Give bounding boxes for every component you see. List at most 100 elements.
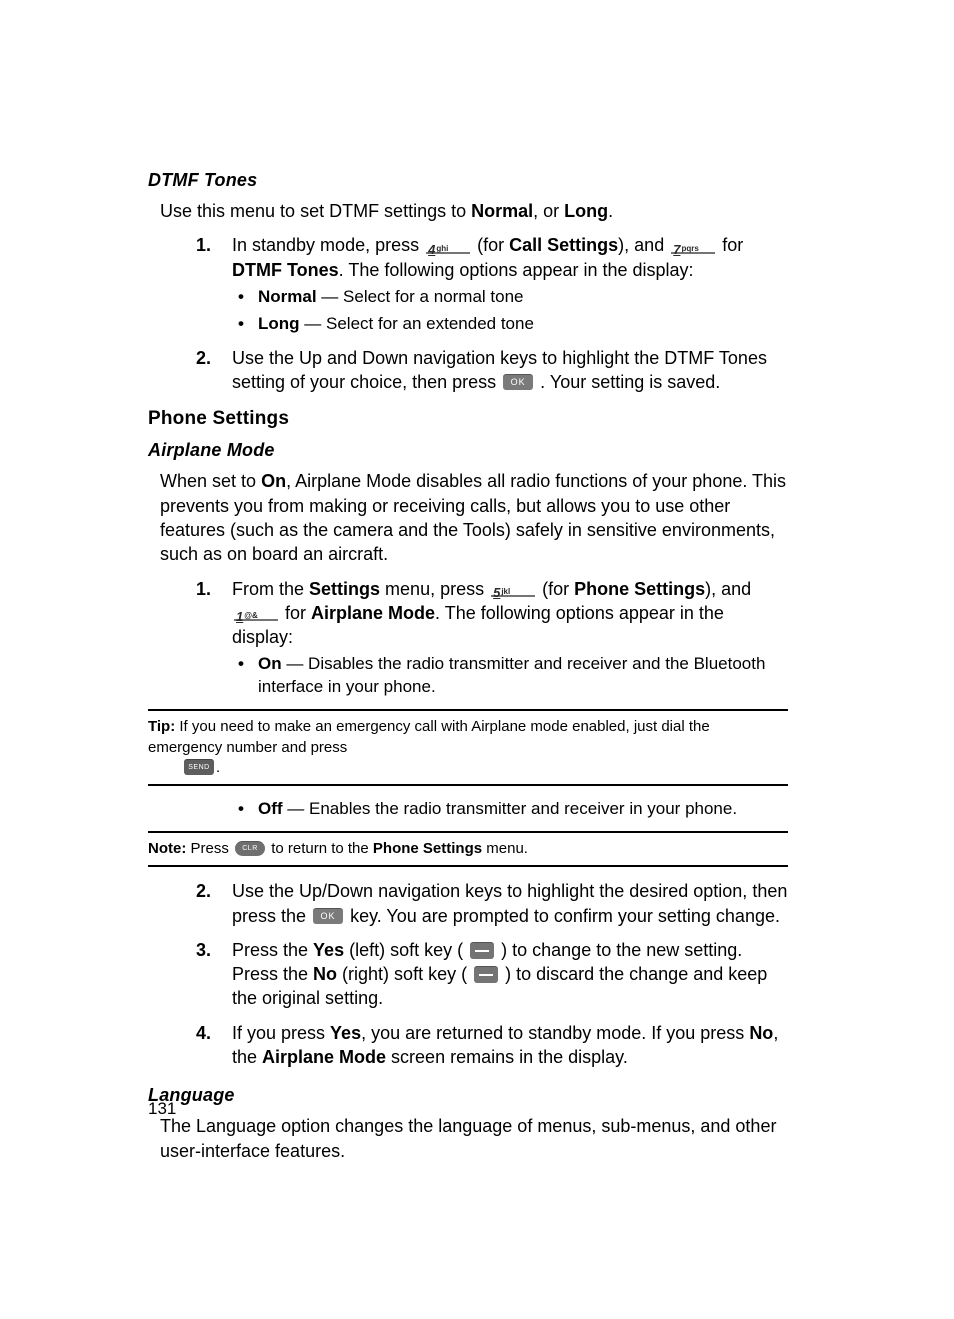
text: Press [191,840,234,857]
heading-phone-settings: Phone Settings [148,408,788,430]
text: — Disables the radio transmitter and rec… [258,654,765,696]
step-1: 1. In standby mode, press 4ghi (for Call… [148,233,788,335]
ok-key-icon: OK [503,374,533,390]
step-4: 4. If you press Yes, you are returned to… [148,1021,788,1070]
airplane-steps-1: 1. From the Settings menu, press 5jkl (f… [148,577,788,700]
note-callout: Note: Press CLR to return to the Phone S… [148,831,788,867]
airplane-steps-2: 2. Use the Up/Down navigation keys to hi… [148,879,788,1069]
text: — Enables the radio transmitter and rece… [283,799,738,818]
text: Use this menu to set DTMF settings to [160,201,471,221]
text: menu. [482,840,528,857]
left-softkey-icon [470,942,494,959]
text: — Select for an extended tone [300,314,534,333]
text: ), and [618,235,669,255]
bold: On [261,471,286,491]
text: Press the [232,940,313,960]
key-4-icon: 4ghi [426,238,470,254]
digit: 5 [493,585,500,600]
text: . [608,201,613,221]
bold: On [258,654,282,673]
text: If you need to make an emergency call wi… [148,718,710,755]
text: screen remains in the display. [386,1047,628,1067]
step-number: 3. [196,938,211,962]
text: When set to [160,471,261,491]
bold: Normal [258,287,317,306]
dtmf-intro: Use this menu to set DTMF settings to No… [160,199,788,223]
text: (for [477,235,509,255]
heading-airplane-mode: Airplane Mode [148,440,788,461]
text: — Select for a normal tone [317,287,524,306]
bold: Phone Settings [373,840,482,857]
bullet-normal: Normal — Select for a normal tone [232,286,788,309]
heading-language: Language [148,1085,788,1106]
key-7-icon: 7pqrs [671,238,715,254]
bold: Airplane Mode [311,603,435,623]
text: , you are returned to standby mode. If y… [361,1023,749,1043]
text: . The following options appear in the di… [339,260,694,280]
digit: 4 [428,242,435,257]
text: , or [533,201,564,221]
letters: @& [244,611,258,620]
text: for [722,235,743,255]
step-2: 2. Use the Up/Down navigation keys to hi… [148,879,788,928]
key-1-icon: 1@& [234,605,278,621]
clr-key-icon: CLR [235,841,265,856]
text: for [285,603,311,623]
step-number: 1. [196,577,211,601]
language-intro: The Language option changes the language… [160,1114,788,1163]
key-5-icon: 5jkl [491,581,535,597]
step-number: 2. [196,879,211,903]
airplane-options-off-wrap: Off — Enables the radio transmitter and … [148,798,788,821]
bold: Long [258,314,300,333]
send-key-icon: SEND [184,759,214,775]
text: ), and [705,579,751,599]
tip-label: Tip: [148,718,179,735]
page: DTMF Tones Use this menu to set DTMF set… [0,0,954,1319]
tip-callout: Tip: If you need to make an emergency ca… [148,709,788,786]
bullet-long: Long — Select for an extended tone [232,313,788,336]
note-label: Note: [148,840,191,857]
text: If you press [232,1023,330,1043]
bold: Off [258,799,283,818]
text: . Your setting is saved. [540,372,720,392]
digit: 7 [673,242,680,257]
bold: No [313,964,337,984]
bold: Airplane Mode [262,1047,386,1067]
bold: No [749,1023,773,1043]
content-column: DTMF Tones Use this menu to set DTMF set… [148,170,788,1173]
step-number: 2. [196,346,211,370]
text: . [216,759,220,776]
step-number: 4. [196,1021,211,1045]
step-2: 2. Use the Up and Down navigation keys t… [148,346,788,395]
text: key. You are prompted to confirm your se… [350,906,780,926]
bold: DTMF Tones [232,260,339,280]
bullet-off: Off — Enables the radio transmitter and … [232,798,788,821]
airplane-options-on: On — Disables the radio transmitter and … [232,653,788,699]
tip-line2: SEND. [182,758,788,778]
bold: Phone Settings [574,579,705,599]
text: From the [232,579,309,599]
page-number: 131 [148,1099,176,1119]
step-number: 1. [196,233,211,257]
letters: jkl [501,587,510,596]
text: menu, press [380,579,489,599]
airplane-options-off: Off — Enables the radio transmitter and … [232,798,788,821]
letters: ghi [436,244,448,253]
bold: Yes [313,940,344,960]
bold: Settings [309,579,380,599]
dtmf-options: Normal — Select for a normal tone Long —… [232,286,788,336]
heading-dtmf-tones: DTMF Tones [148,170,788,191]
text: to return to the [271,840,373,857]
bold: Call Settings [509,235,618,255]
ok-key-icon: OK [313,908,343,924]
bold: Normal [471,201,533,221]
text: (left) soft key ( [344,940,468,960]
text: (for [542,579,574,599]
text: In standby mode, press [232,235,424,255]
letters: pqrs [681,244,698,253]
step-1: 1. From the Settings menu, press 5jkl (f… [148,577,788,700]
right-softkey-icon [474,966,498,983]
step-3: 3. Press the Yes (left) soft key ( ) to … [148,938,788,1011]
digit: 1 [236,609,243,624]
bold: Yes [330,1023,361,1043]
